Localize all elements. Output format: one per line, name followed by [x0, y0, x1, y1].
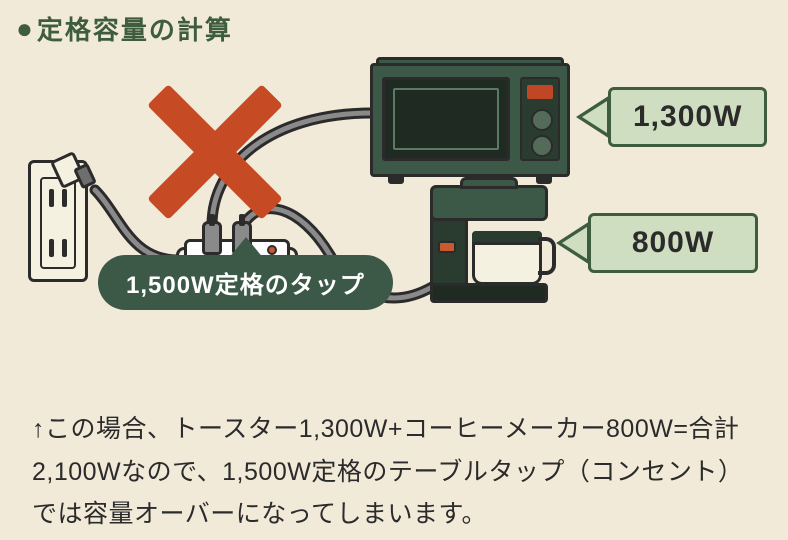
wattage-value: 1,300W — [608, 87, 767, 147]
wattage-callout-coffee: 800W — [556, 213, 758, 273]
callout-tail-icon — [576, 95, 610, 139]
title-text: 定格容量の計算 — [37, 10, 233, 47]
outlet-plug — [55, 151, 95, 191]
overload-x-icon — [140, 73, 290, 223]
rating-text: 1,500W定格のタップ — [98, 255, 393, 310]
power-strip-rating-label: 1,500W定格のタップ — [98, 255, 393, 310]
caption-text: ↑この場合、トースター1,300W+コーヒーメーカー800W=合計2,100Wな… — [32, 408, 756, 536]
callout-tail-icon — [556, 221, 590, 265]
bullet-icon: ● — [16, 15, 33, 43]
wattage-callout-toaster: 1,300W — [576, 87, 767, 147]
wattage-value: 800W — [588, 213, 758, 273]
section-title: ● 定格容量の計算 — [16, 10, 233, 47]
coffee-maker — [430, 185, 550, 303]
toaster-oven — [370, 63, 570, 177]
